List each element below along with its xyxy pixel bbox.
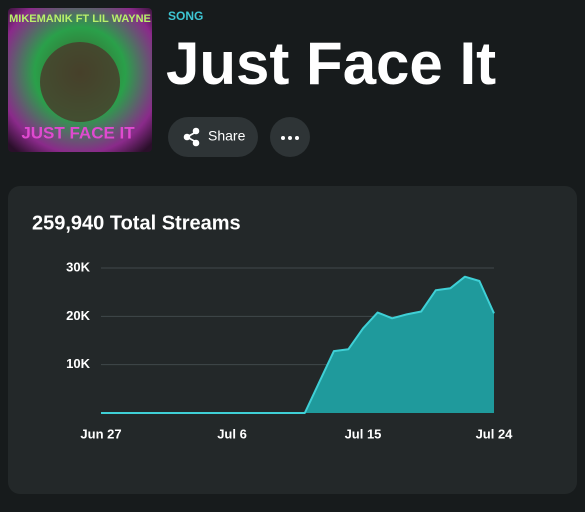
more-icon <box>281 136 299 140</box>
share-button[interactable]: Share <box>168 117 258 157</box>
y-tick-label: 30K <box>66 259 90 274</box>
x-tick-label: Jul 24 <box>476 426 514 441</box>
y-tick-label: 10K <box>66 356 90 371</box>
line <box>101 275 495 414</box>
share-label: Share <box>208 128 246 144</box>
cover-artist: MIKEMANIK FT LIL WAYNE <box>9 13 151 25</box>
cover-title: JUST FACE IT <box>21 123 135 142</box>
y-tick-label: 20K <box>66 308 90 323</box>
x-tick-label: Jul 15 <box>345 426 382 441</box>
share-bg <box>168 117 258 157</box>
cover-art[interactable]: MIKEMANIK FT LIL WAYNE JUST FACE IT <box>8 8 152 152</box>
chart-card <box>8 186 577 494</box>
share-icon <box>183 127 200 147</box>
x-tick-label: Jun 27 <box>80 426 121 441</box>
more-button[interactable] <box>270 117 310 157</box>
chart-title: 259,940 Total Streams <box>32 212 241 234</box>
type-label: SONG <box>168 9 203 23</box>
x-tick-label: Jul 6 <box>217 426 247 441</box>
song-title: Just Face It <box>166 30 496 97</box>
cover-face <box>40 42 120 122</box>
area <box>101 276 494 413</box>
chart: 10K 20K 30K Jun 27 Jul 6 Jul 15 Jul 24 <box>66 259 513 441</box>
